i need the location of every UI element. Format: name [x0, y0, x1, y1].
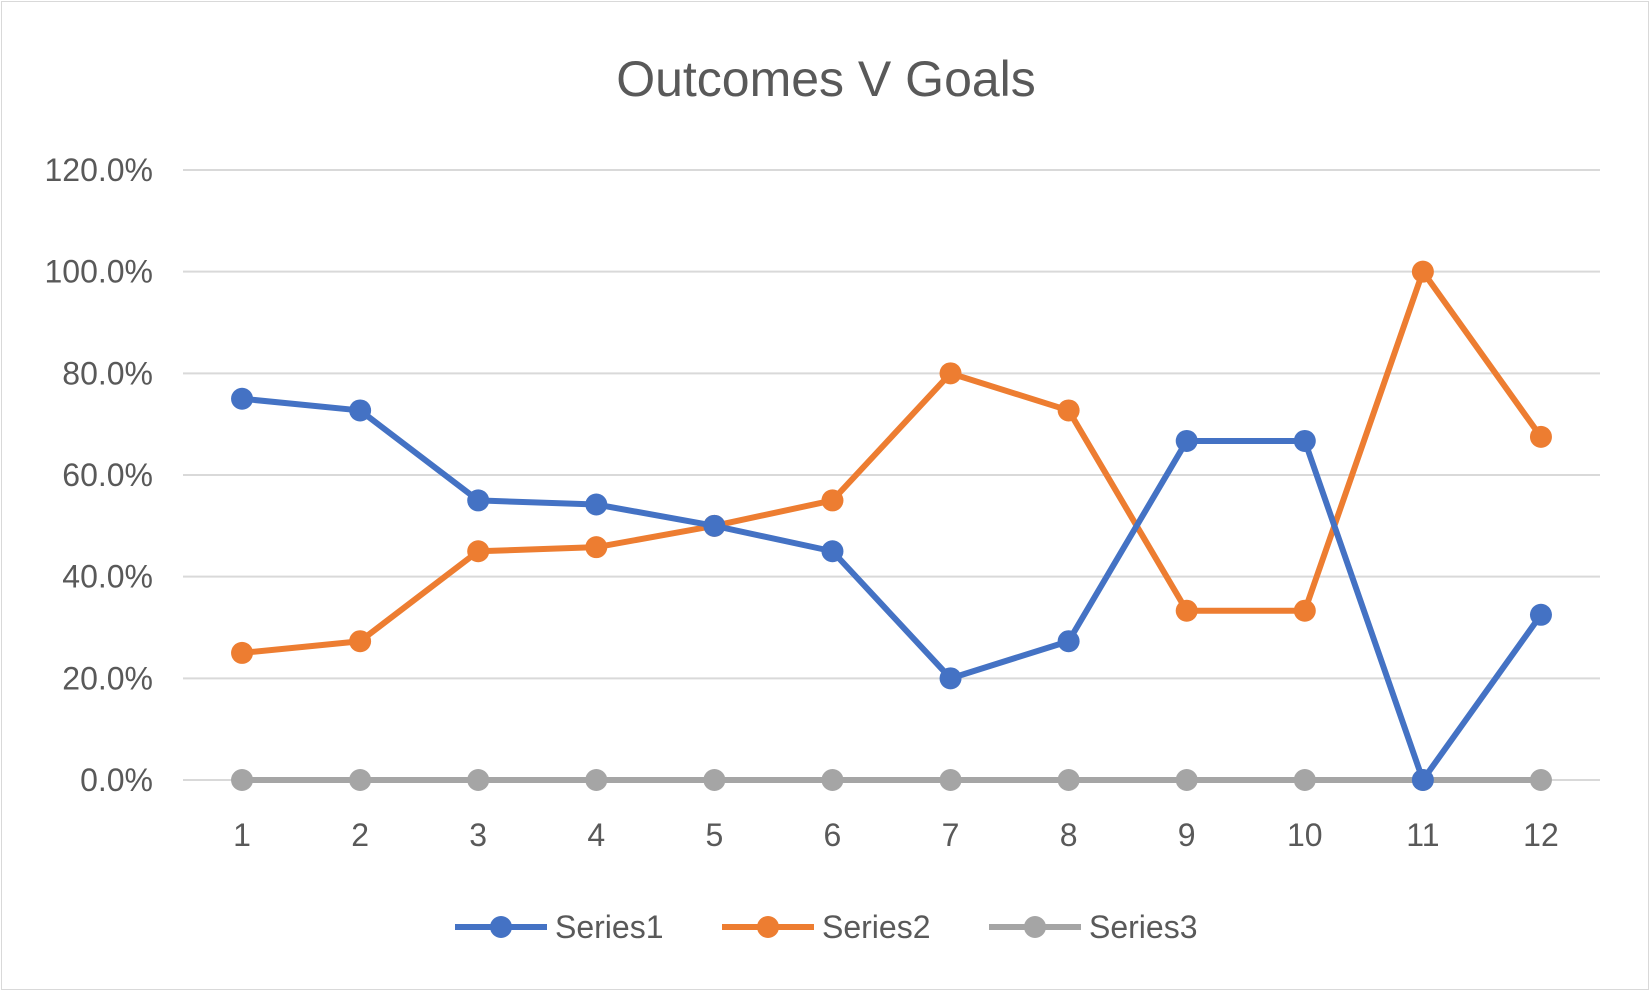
legend-label: Series2 — [822, 909, 931, 945]
x-tick-label: 3 — [469, 817, 487, 853]
data-point — [231, 769, 254, 791]
data-point — [349, 630, 372, 653]
legend-item-series3: Series3 — [989, 909, 1198, 945]
data-point — [1175, 599, 1198, 622]
data-point — [1293, 599, 1316, 622]
data-point — [467, 540, 490, 563]
y-tick-label: 100.0% — [44, 254, 153, 290]
x-tick-label: 4 — [587, 817, 605, 853]
data-point — [703, 514, 726, 537]
x-tick-label: 5 — [705, 817, 723, 853]
x-tick-label: 2 — [351, 817, 369, 853]
data-point — [467, 489, 490, 512]
data-point — [821, 769, 844, 791]
y-tick-label: 0.0% — [80, 762, 153, 798]
data-point — [585, 536, 608, 559]
x-tick-label: 8 — [1060, 817, 1078, 853]
y-tick-label: 60.0% — [62, 457, 153, 493]
series-line — [239, 395, 1544, 783]
series-group — [231, 260, 1552, 791]
y-tick-label: 120.0% — [44, 152, 153, 188]
data-point — [939, 769, 962, 791]
data-point — [349, 769, 372, 791]
series-1 — [231, 387, 1552, 791]
y-tick-label: 80.0% — [62, 355, 153, 391]
data-point — [1293, 429, 1316, 452]
legend: Series1 Series2 Series3 — [455, 909, 1198, 945]
gridlines — [183, 169, 1600, 781]
y-tick-label: 40.0% — [62, 559, 153, 595]
x-tick-label: 12 — [1523, 817, 1559, 853]
data-point — [585, 493, 608, 516]
y-axis: 0.0% 20.0% 40.0% 60.0% 80.0% 100.0% 120.0% — [44, 152, 153, 798]
legend-label: Series1 — [555, 909, 664, 945]
x-tick-label: 9 — [1178, 817, 1196, 853]
legend-item-series2: Series2 — [722, 909, 931, 945]
data-point — [1293, 769, 1316, 791]
data-point — [1529, 603, 1552, 626]
chart-title: Outcomes V Goals — [616, 51, 1036, 107]
x-tick-label: 7 — [942, 817, 960, 853]
legend-marker — [1024, 916, 1046, 938]
data-point — [467, 769, 490, 791]
data-point — [1529, 425, 1552, 448]
data-point — [231, 641, 254, 664]
series-line — [239, 268, 1544, 656]
series-3 — [231, 769, 1552, 791]
series-2 — [231, 260, 1552, 664]
data-point — [1175, 429, 1198, 452]
legend-marker — [490, 916, 512, 938]
data-point — [1529, 769, 1552, 791]
x-tick-label: 11 — [1406, 817, 1439, 853]
data-point — [1411, 260, 1434, 283]
x-tick-label: 10 — [1287, 817, 1323, 853]
legend-item-series1: Series1 — [455, 909, 664, 945]
data-point — [1175, 769, 1198, 791]
x-tick-label: 1 — [233, 817, 251, 853]
data-point — [821, 540, 844, 563]
data-point — [939, 667, 962, 690]
data-point — [703, 769, 726, 791]
data-point — [1411, 769, 1434, 791]
data-point — [585, 769, 608, 791]
data-point — [939, 362, 962, 385]
x-tick-label: 6 — [824, 817, 842, 853]
data-point — [1057, 630, 1080, 653]
data-point — [821, 489, 844, 512]
data-point — [1057, 399, 1080, 422]
data-point — [231, 387, 254, 410]
data-point — [349, 399, 372, 422]
legend-marker — [757, 916, 779, 938]
x-axis: 1 2 3 4 5 6 7 8 9 10 11 12 — [233, 817, 1559, 853]
legend-label: Series3 — [1089, 909, 1198, 945]
data-point — [1057, 769, 1080, 791]
y-tick-label: 20.0% — [62, 660, 153, 696]
